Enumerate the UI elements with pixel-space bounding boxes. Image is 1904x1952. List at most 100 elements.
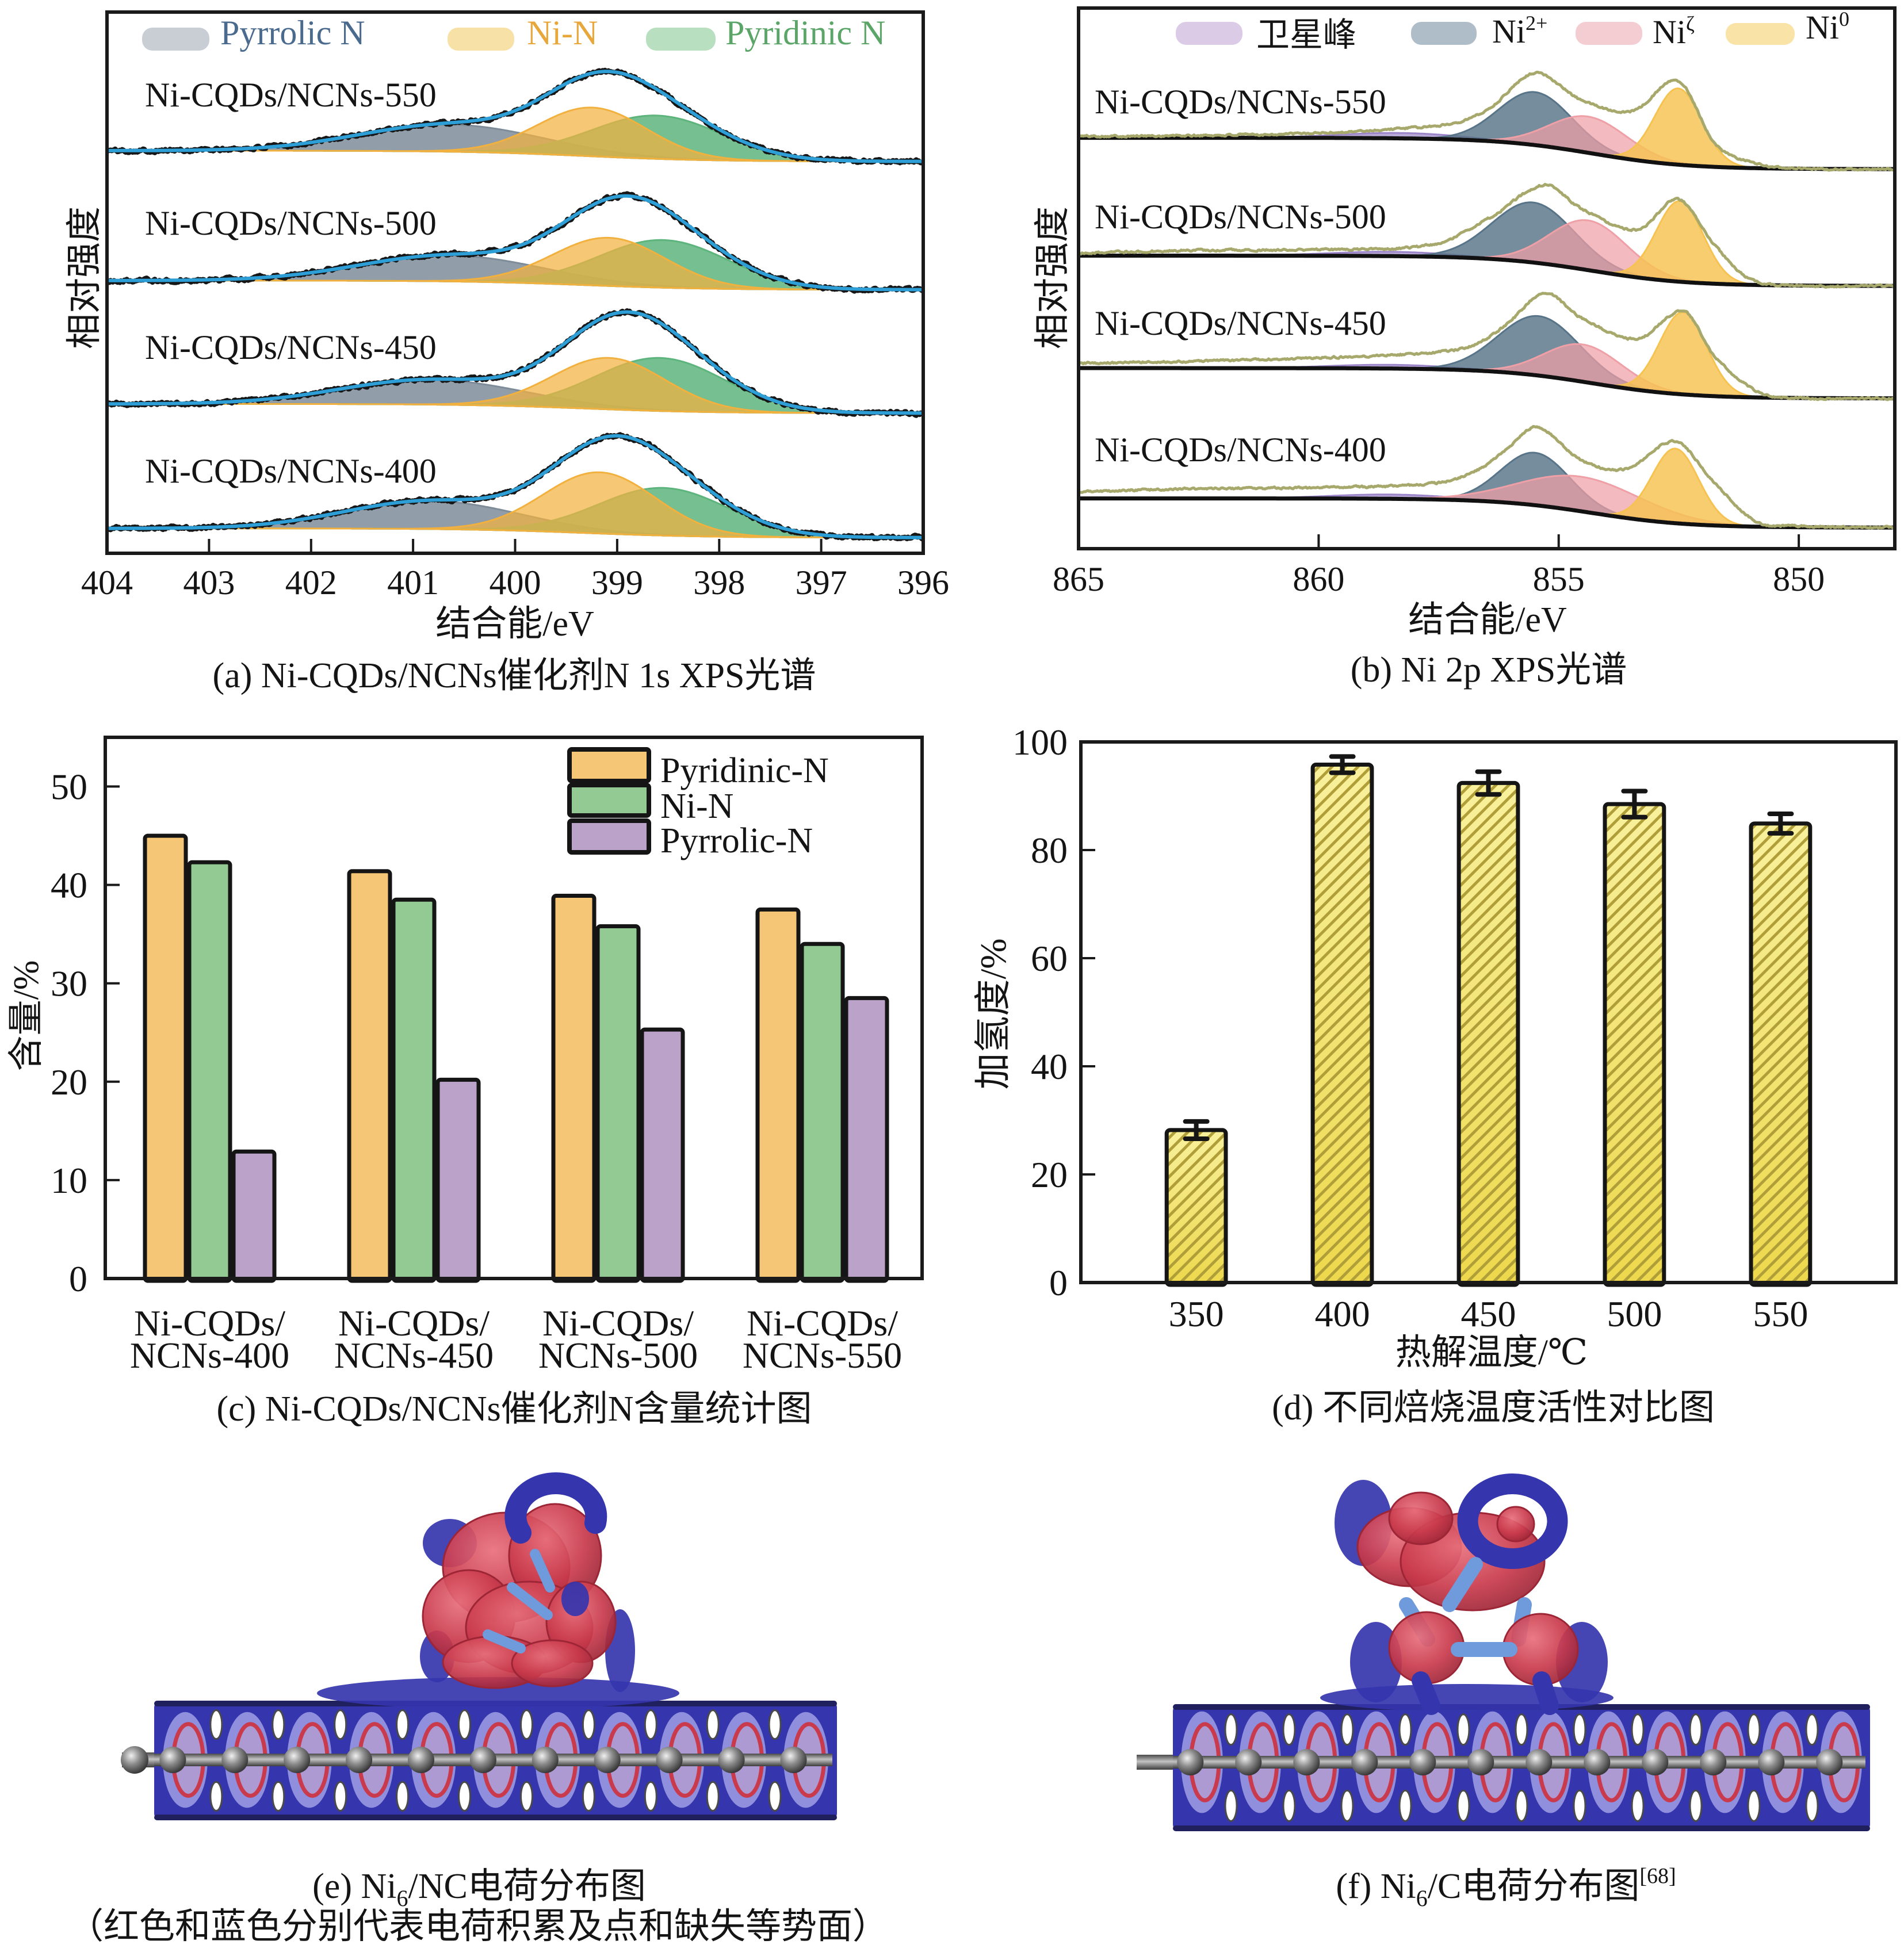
plot-frame (104, 736, 924, 1280)
caption-text: /NC电荷分布图 (408, 1867, 645, 1906)
depletion-lobe (561, 1582, 589, 1616)
panel-d-activity-bars: 350 400 450 500 550 0 20 40 60 80 100 加氢度/% 热解温度/℃… (973, 722, 1898, 1427)
spectrum-ni-cqds-ncns-400 (1079, 424, 1895, 530)
category-label: 450 (1461, 1293, 1516, 1334)
category-label: 400 (1315, 1293, 1370, 1334)
surface-hole (209, 1709, 223, 1740)
panel-caption: (a) Ni-CQDs/NCNs催化剂N 1s XPS光谱 (213, 656, 816, 695)
carbon-atom (1351, 1749, 1378, 1775)
bar-pyridinic-n (755, 907, 801, 1283)
y-tick-label: 10 (51, 1160, 87, 1201)
carbon-atom (469, 1747, 496, 1773)
bar-ni-n (391, 897, 437, 1283)
category-label: Ni-CQDs/NCNs-500 (538, 1303, 698, 1376)
spectrum-ni-cqds-ncns-500 (107, 191, 923, 294)
y-axis-label: 加氢度/% (973, 938, 1014, 1089)
panel-caption: (f) Ni6/C电荷分布图[68] (1336, 1864, 1676, 1911)
surface-hole (768, 1709, 782, 1740)
legend-label-base: Ni (1806, 9, 1839, 46)
spectrum-ni-cqds-ncns-500 (1079, 183, 1895, 289)
caption-citation: [68] (1639, 1864, 1676, 1888)
ni-ni-bond (530, 1549, 555, 1593)
axes: Ni-CQDs/NCNs-400Ni-CQDs/NCNs-450Ni-CQDs/… (51, 767, 902, 1376)
category-label: 500 (1607, 1293, 1662, 1334)
panel-e-ni6-nc-charge-density: (e) Ni6/NC电荷分布图 （红色和蓝色分别代表电荷积累及点和缺失等势面） (68, 1472, 888, 1946)
bar-400 (1310, 754, 1374, 1287)
legend-label: Ni-N (527, 14, 598, 52)
legend-swatch (567, 783, 651, 818)
caption-text: (e) Ni (312, 1867, 396, 1906)
caption-text: (f) Ni (1336, 1867, 1416, 1906)
y-tick-label: 60 (1031, 938, 1068, 979)
bar-500 (1603, 789, 1666, 1287)
y-tick-label: 50 (51, 767, 87, 807)
error-bar (1621, 789, 1648, 820)
category-label-line: NCNs-450 (334, 1335, 494, 1376)
surface-hole (1224, 1789, 1238, 1822)
carbon-atom (718, 1747, 745, 1773)
peak-ni-n (107, 106, 923, 163)
bars-layer (1164, 754, 1813, 1287)
axis-rod-stub (1137, 1755, 1180, 1770)
x-tick-label: 850 (1773, 560, 1825, 598)
bar-550 (1749, 812, 1813, 1287)
sample-label: Ni-CQDs/NCNs-550 (145, 76, 437, 114)
legend-item-ni0: Ni0 (1726, 7, 1849, 46)
y-tick-label: 0 (1049, 1262, 1068, 1303)
bar-pyrrolic-n (844, 996, 889, 1283)
surface-hole (1631, 1713, 1645, 1746)
x-tick-label: 398 (693, 564, 745, 602)
category-label: Ni-CQDs/NCNs-550 (743, 1303, 902, 1376)
surface-hole (334, 1781, 347, 1812)
x-tick-label: 397 (796, 564, 847, 602)
category-label: Ni-CQDs/NCNs-400 (130, 1303, 289, 1376)
x-tick-label: 396 (897, 564, 949, 602)
surface-hole (1456, 1789, 1470, 1822)
surface-hole (272, 1781, 285, 1812)
carbon-atom (284, 1747, 311, 1773)
legend: Pyrrolic N Ni-N Pyridinic N (142, 14, 885, 52)
carbon-atom (121, 1746, 148, 1774)
y-tick-label: 0 (69, 1258, 87, 1299)
surface-hole (1573, 1789, 1586, 1822)
carbon-atom (221, 1747, 248, 1773)
plot-frame (1077, 6, 1897, 550)
background-line (1079, 496, 1895, 530)
x-axis: 865 860 855 850 (1053, 534, 1825, 598)
legend-swatch (142, 28, 209, 51)
caption-subscript: 6 (1416, 1885, 1428, 1911)
accumulation-lobe (1496, 1506, 1535, 1543)
surface-hole (1689, 1789, 1703, 1822)
carbon-atom (1409, 1749, 1436, 1775)
surface-hole (1398, 1713, 1412, 1746)
y-axis-label: 含量/% (7, 960, 46, 1071)
x-axis-label: 结合能/eV (435, 604, 594, 644)
x-axis: 404 403 402 401 400 399 398 397 396 (81, 539, 949, 602)
legend-label: Pyridinic-N (660, 751, 829, 790)
panel-c-n-content-bars: Ni-CQDs/NCNs-400Ni-CQDs/NCNs-450Ni-CQDs/… (7, 736, 924, 1429)
bar-group-ni-cqds-ncns-450 (347, 869, 481, 1283)
surface-hole (1515, 1713, 1528, 1746)
y-tick-label: 80 (1031, 830, 1068, 871)
spectra-layer (1079, 70, 1895, 530)
isosurface-unit (209, 1709, 270, 1812)
surface-hole (768, 1781, 782, 1812)
depletion-leg (1412, 1671, 1440, 1715)
bar-pyrrolic-n (231, 1149, 277, 1283)
ni-ni-bond (1442, 1557, 1483, 1612)
sample-label: Ni-CQDs/NCNs-400 (145, 452, 437, 490)
fitted-envelope (107, 70, 923, 163)
carbon-atom (1816, 1749, 1843, 1775)
legend-label-base: Ni (1492, 13, 1526, 50)
x-tick-label: 399 (591, 564, 643, 602)
x-tick-label: 865 (1053, 560, 1104, 598)
surface-hole (458, 1781, 471, 1812)
bar-outline (1456, 780, 1520, 1287)
bar-outline (1164, 1128, 1228, 1287)
surface-hole (1747, 1789, 1761, 1822)
charge-density-render (121, 1472, 837, 1820)
bar-outline (1603, 802, 1666, 1287)
depletion-mound (317, 1677, 679, 1709)
surface-hole (706, 1781, 720, 1812)
